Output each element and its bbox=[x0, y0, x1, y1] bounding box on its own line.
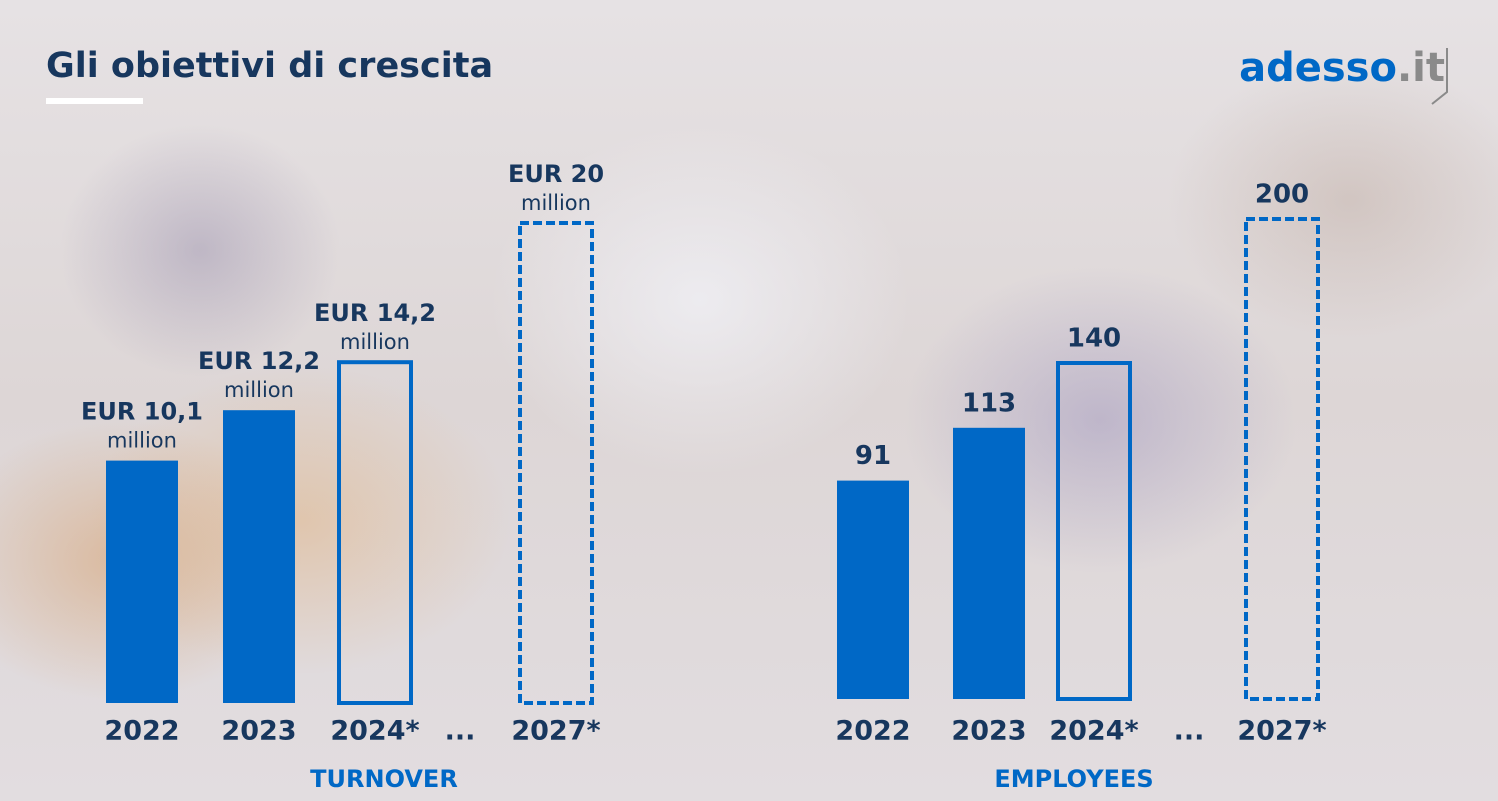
x-tick-label: 2027* bbox=[1237, 716, 1326, 747]
x-tick-label: 2024* bbox=[1049, 716, 1138, 747]
logo-suffix: .it bbox=[1397, 45, 1445, 91]
bar bbox=[1244, 217, 1320, 701]
bar bbox=[837, 480, 909, 699]
chart-title: TURNOVER bbox=[310, 765, 458, 793]
value-label: 200 bbox=[1255, 180, 1309, 210]
value-label: 140 bbox=[1067, 324, 1121, 354]
logo-mark bbox=[1431, 48, 1448, 105]
value-label: EUR 10,1 bbox=[81, 398, 203, 426]
bar bbox=[953, 427, 1025, 699]
bar bbox=[106, 460, 178, 703]
unit-label: million bbox=[521, 191, 591, 215]
x-tick-label: ... bbox=[445, 716, 476, 747]
unit-label: million bbox=[224, 378, 294, 402]
x-tick-label: ... bbox=[1174, 716, 1205, 747]
x-tick-label: 2022 bbox=[104, 716, 179, 747]
chart-title: EMPLOYEES bbox=[994, 765, 1153, 793]
bar bbox=[337, 360, 413, 705]
unit-label: million bbox=[107, 429, 177, 453]
x-tick-label: 2022 bbox=[835, 716, 910, 747]
x-tick-label: 2023 bbox=[951, 716, 1026, 747]
value-label: 91 bbox=[855, 441, 891, 471]
bar bbox=[1056, 361, 1132, 701]
page-title: Gli obiettivi di crescita bbox=[46, 46, 493, 86]
logo: adesso.it bbox=[1239, 45, 1445, 91]
x-tick-label: 2023 bbox=[221, 716, 296, 747]
title-underline bbox=[46, 98, 143, 104]
value-label: EUR 12,2 bbox=[198, 347, 320, 375]
x-tick-label: 2024* bbox=[330, 716, 419, 747]
x-tick-label: 2027* bbox=[511, 716, 600, 747]
bar bbox=[518, 221, 594, 705]
value-label: EUR 14,2 bbox=[314, 299, 436, 327]
logo-name: adesso bbox=[1239, 45, 1397, 91]
value-label: 113 bbox=[962, 388, 1016, 418]
unit-label: million bbox=[340, 330, 410, 354]
bar bbox=[223, 410, 295, 703]
value-label: EUR 20 bbox=[508, 160, 604, 188]
